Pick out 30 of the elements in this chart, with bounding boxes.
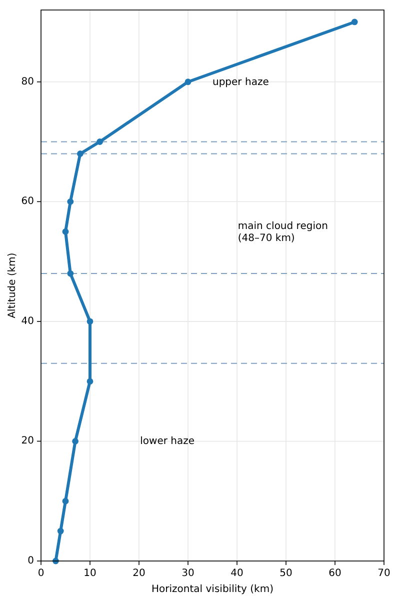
x-tick-label: 0 bbox=[38, 568, 44, 579]
point bbox=[86, 378, 94, 385]
x-tick-label: 20 bbox=[132, 568, 146, 579]
point bbox=[351, 18, 358, 26]
x-tick-label: 10 bbox=[84, 568, 96, 579]
x-tick-label: 70 bbox=[378, 568, 390, 579]
point bbox=[96, 138, 103, 145]
x-tick-label: 50 bbox=[280, 568, 292, 579]
annotation: lower haze bbox=[140, 435, 195, 446]
point bbox=[67, 198, 74, 205]
point bbox=[67, 270, 74, 277]
x-tick-label: 60 bbox=[328, 568, 342, 579]
point bbox=[72, 438, 78, 444]
point bbox=[62, 498, 69, 504]
point bbox=[57, 528, 64, 534]
point bbox=[86, 318, 94, 325]
y-axis-title: Altitude (km) bbox=[7, 252, 18, 318]
y-tick-label: 60 bbox=[21, 196, 34, 208]
annotation: main cloud region (48–70 km) bbox=[238, 220, 328, 244]
point bbox=[77, 150, 84, 157]
annotation: upper haze bbox=[212, 76, 269, 88]
x-tick-label: 30 bbox=[182, 568, 194, 579]
x-axis-title: Horizontal visibility (km) bbox=[152, 584, 274, 595]
y-tick-label: 0 bbox=[28, 556, 34, 566]
x-tick-label: 40 bbox=[230, 568, 244, 579]
y-tick-label: 40 bbox=[21, 316, 34, 327]
point bbox=[62, 228, 69, 235]
point bbox=[184, 78, 192, 86]
y-tick-label: 20 bbox=[21, 436, 34, 447]
y-tick-label: 80 bbox=[21, 76, 34, 88]
